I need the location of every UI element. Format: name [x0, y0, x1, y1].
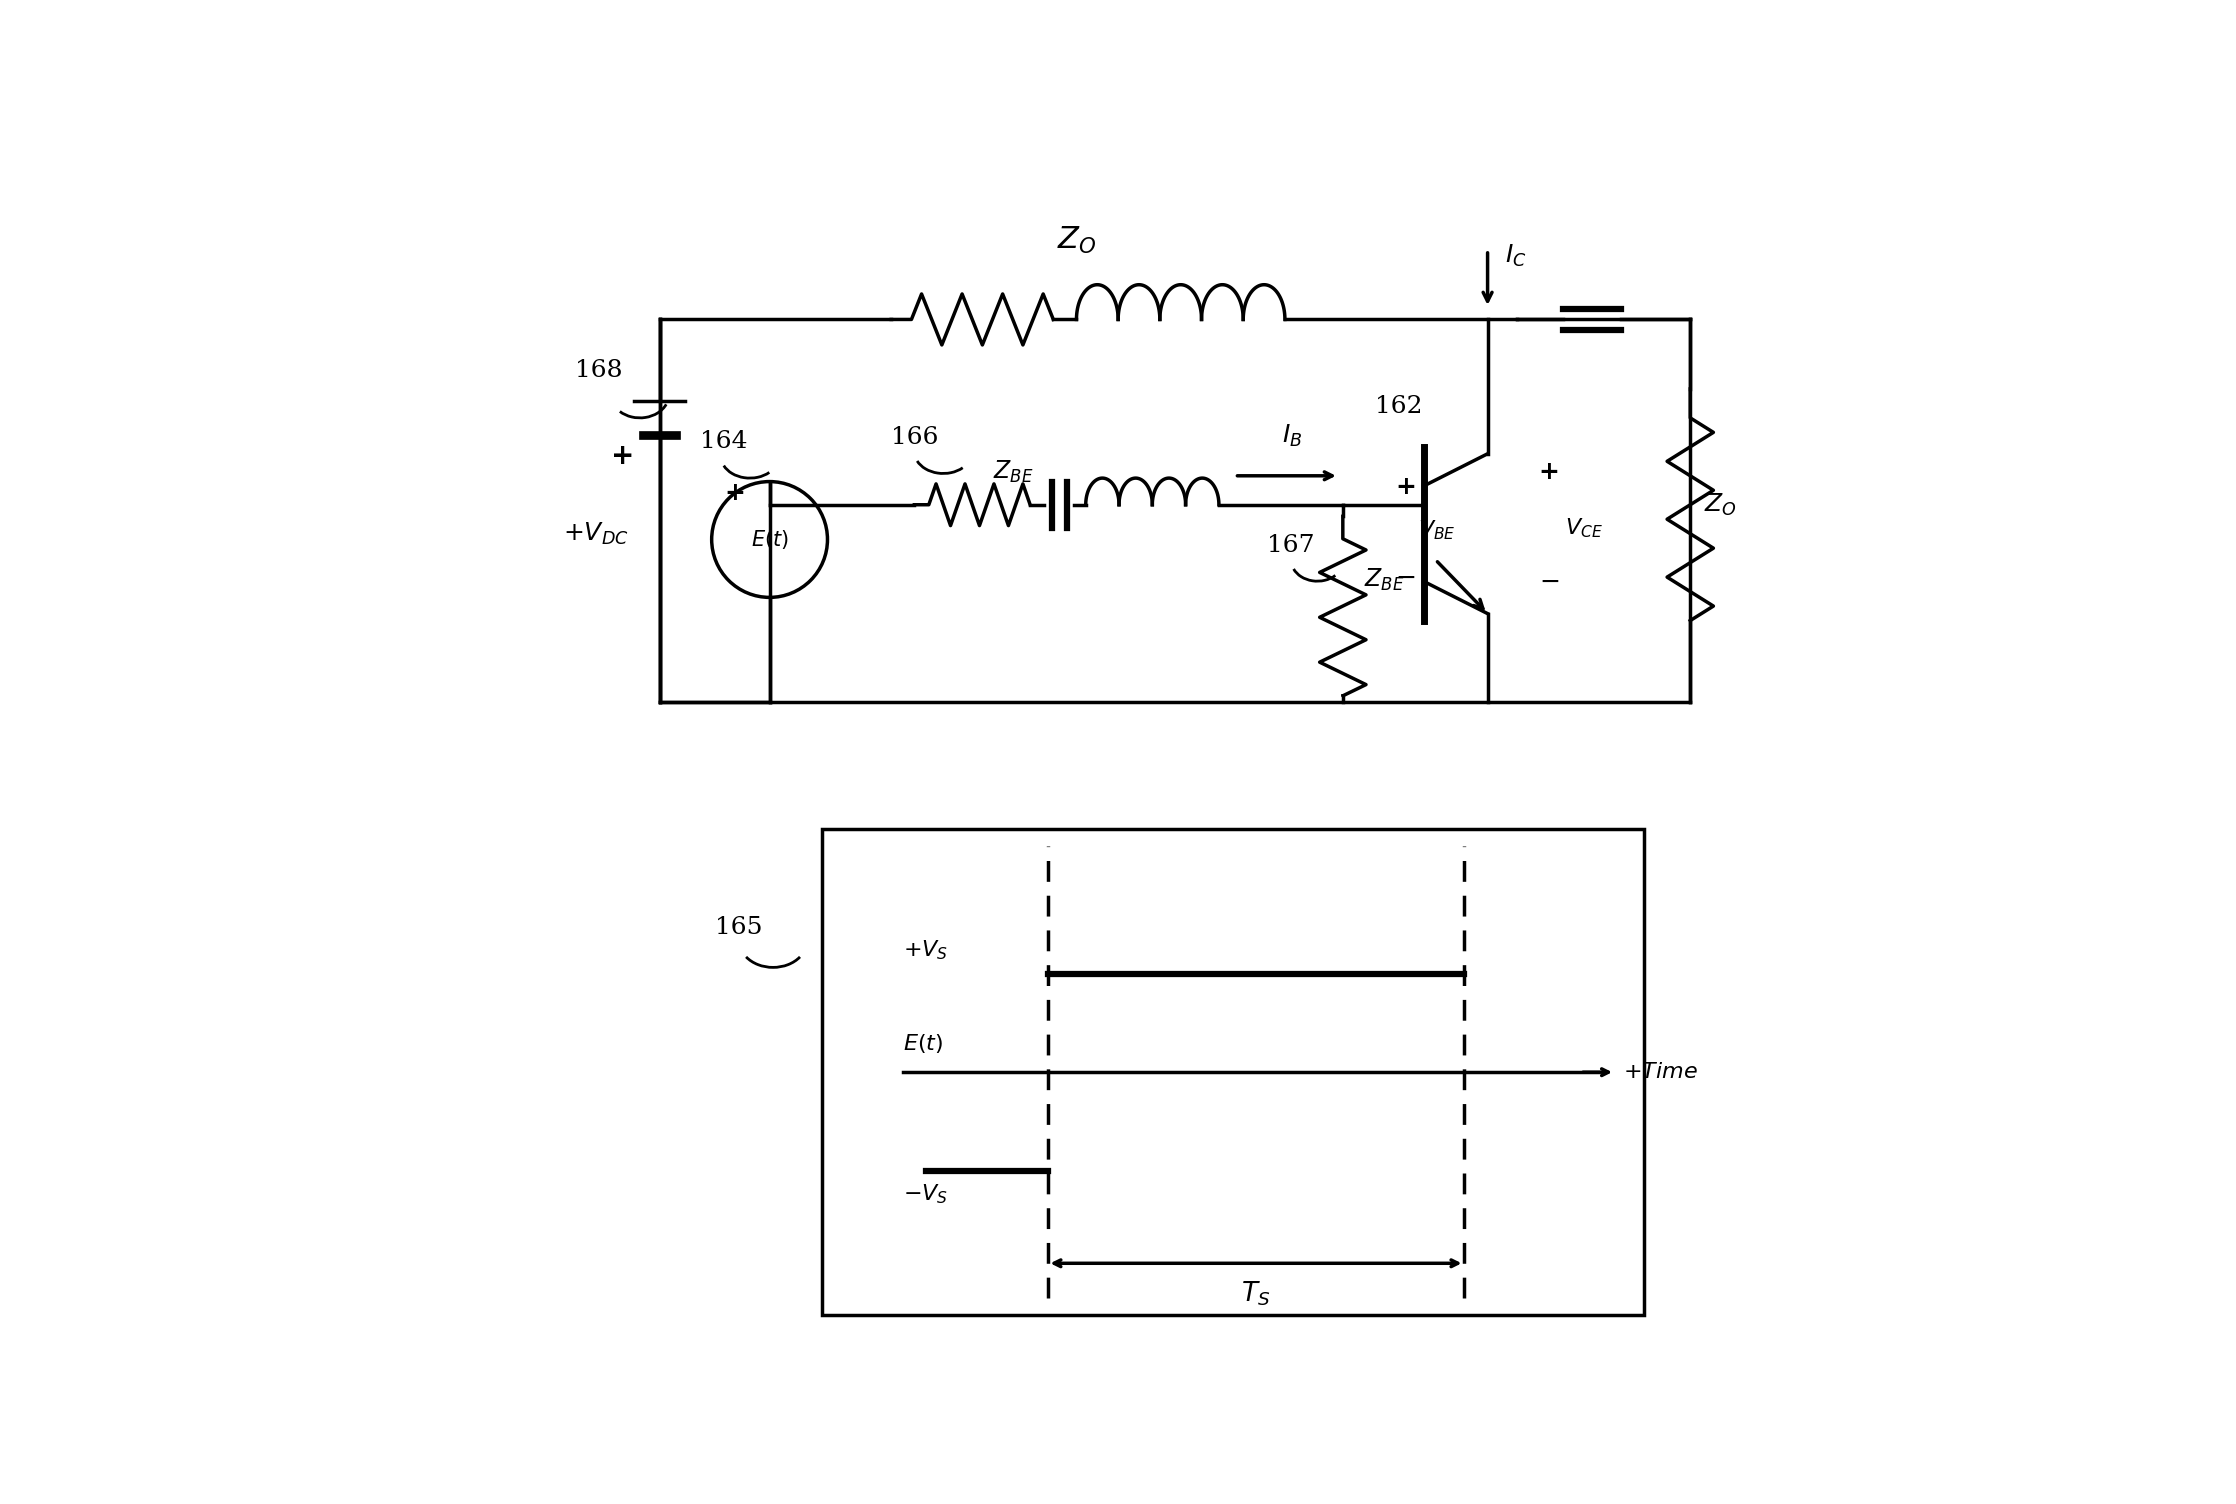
- Text: $Z_{BE}$: $Z_{BE}$: [1364, 567, 1404, 593]
- Text: $+Time$: $+Time$: [1623, 1062, 1697, 1083]
- Text: 162: 162: [1375, 396, 1422, 418]
- Text: $I_C$: $I_C$: [1505, 242, 1527, 269]
- Text: $-$: $-$: [1538, 569, 1558, 593]
- Text: +: +: [724, 481, 745, 505]
- Text: 167: 167: [1268, 534, 1315, 556]
- Text: $-$: $-$: [1395, 564, 1415, 588]
- Text: +: +: [610, 442, 635, 471]
- Text: $Z_O$: $Z_O$: [1058, 224, 1096, 256]
- Text: $Z_O$: $Z_O$: [1704, 492, 1737, 517]
- Text: $V_{BE}$: $V_{BE}$: [1418, 519, 1456, 541]
- Text: $-V_S$: $-V_S$: [903, 1182, 948, 1206]
- Text: +: +: [1395, 475, 1415, 499]
- Text: $+V_{DC}$: $+V_{DC}$: [563, 520, 628, 547]
- Text: $T_S$: $T_S$: [1241, 1280, 1270, 1308]
- Text: $+V_S$: $+V_S$: [903, 938, 948, 963]
- Text: 165: 165: [716, 916, 762, 938]
- Text: $I_B$: $I_B$: [1281, 423, 1304, 450]
- Text: $Z_{BE}$: $Z_{BE}$: [993, 459, 1033, 486]
- Text: $V_{CE}$: $V_{CE}$: [1565, 516, 1603, 540]
- Text: +: +: [1538, 460, 1558, 484]
- Text: 166: 166: [890, 426, 939, 450]
- Text: $E(t)$: $E(t)$: [903, 1032, 944, 1054]
- Text: 164: 164: [700, 430, 747, 453]
- Text: $E(t)$: $E(t)$: [751, 528, 789, 550]
- Text: 168: 168: [575, 359, 622, 382]
